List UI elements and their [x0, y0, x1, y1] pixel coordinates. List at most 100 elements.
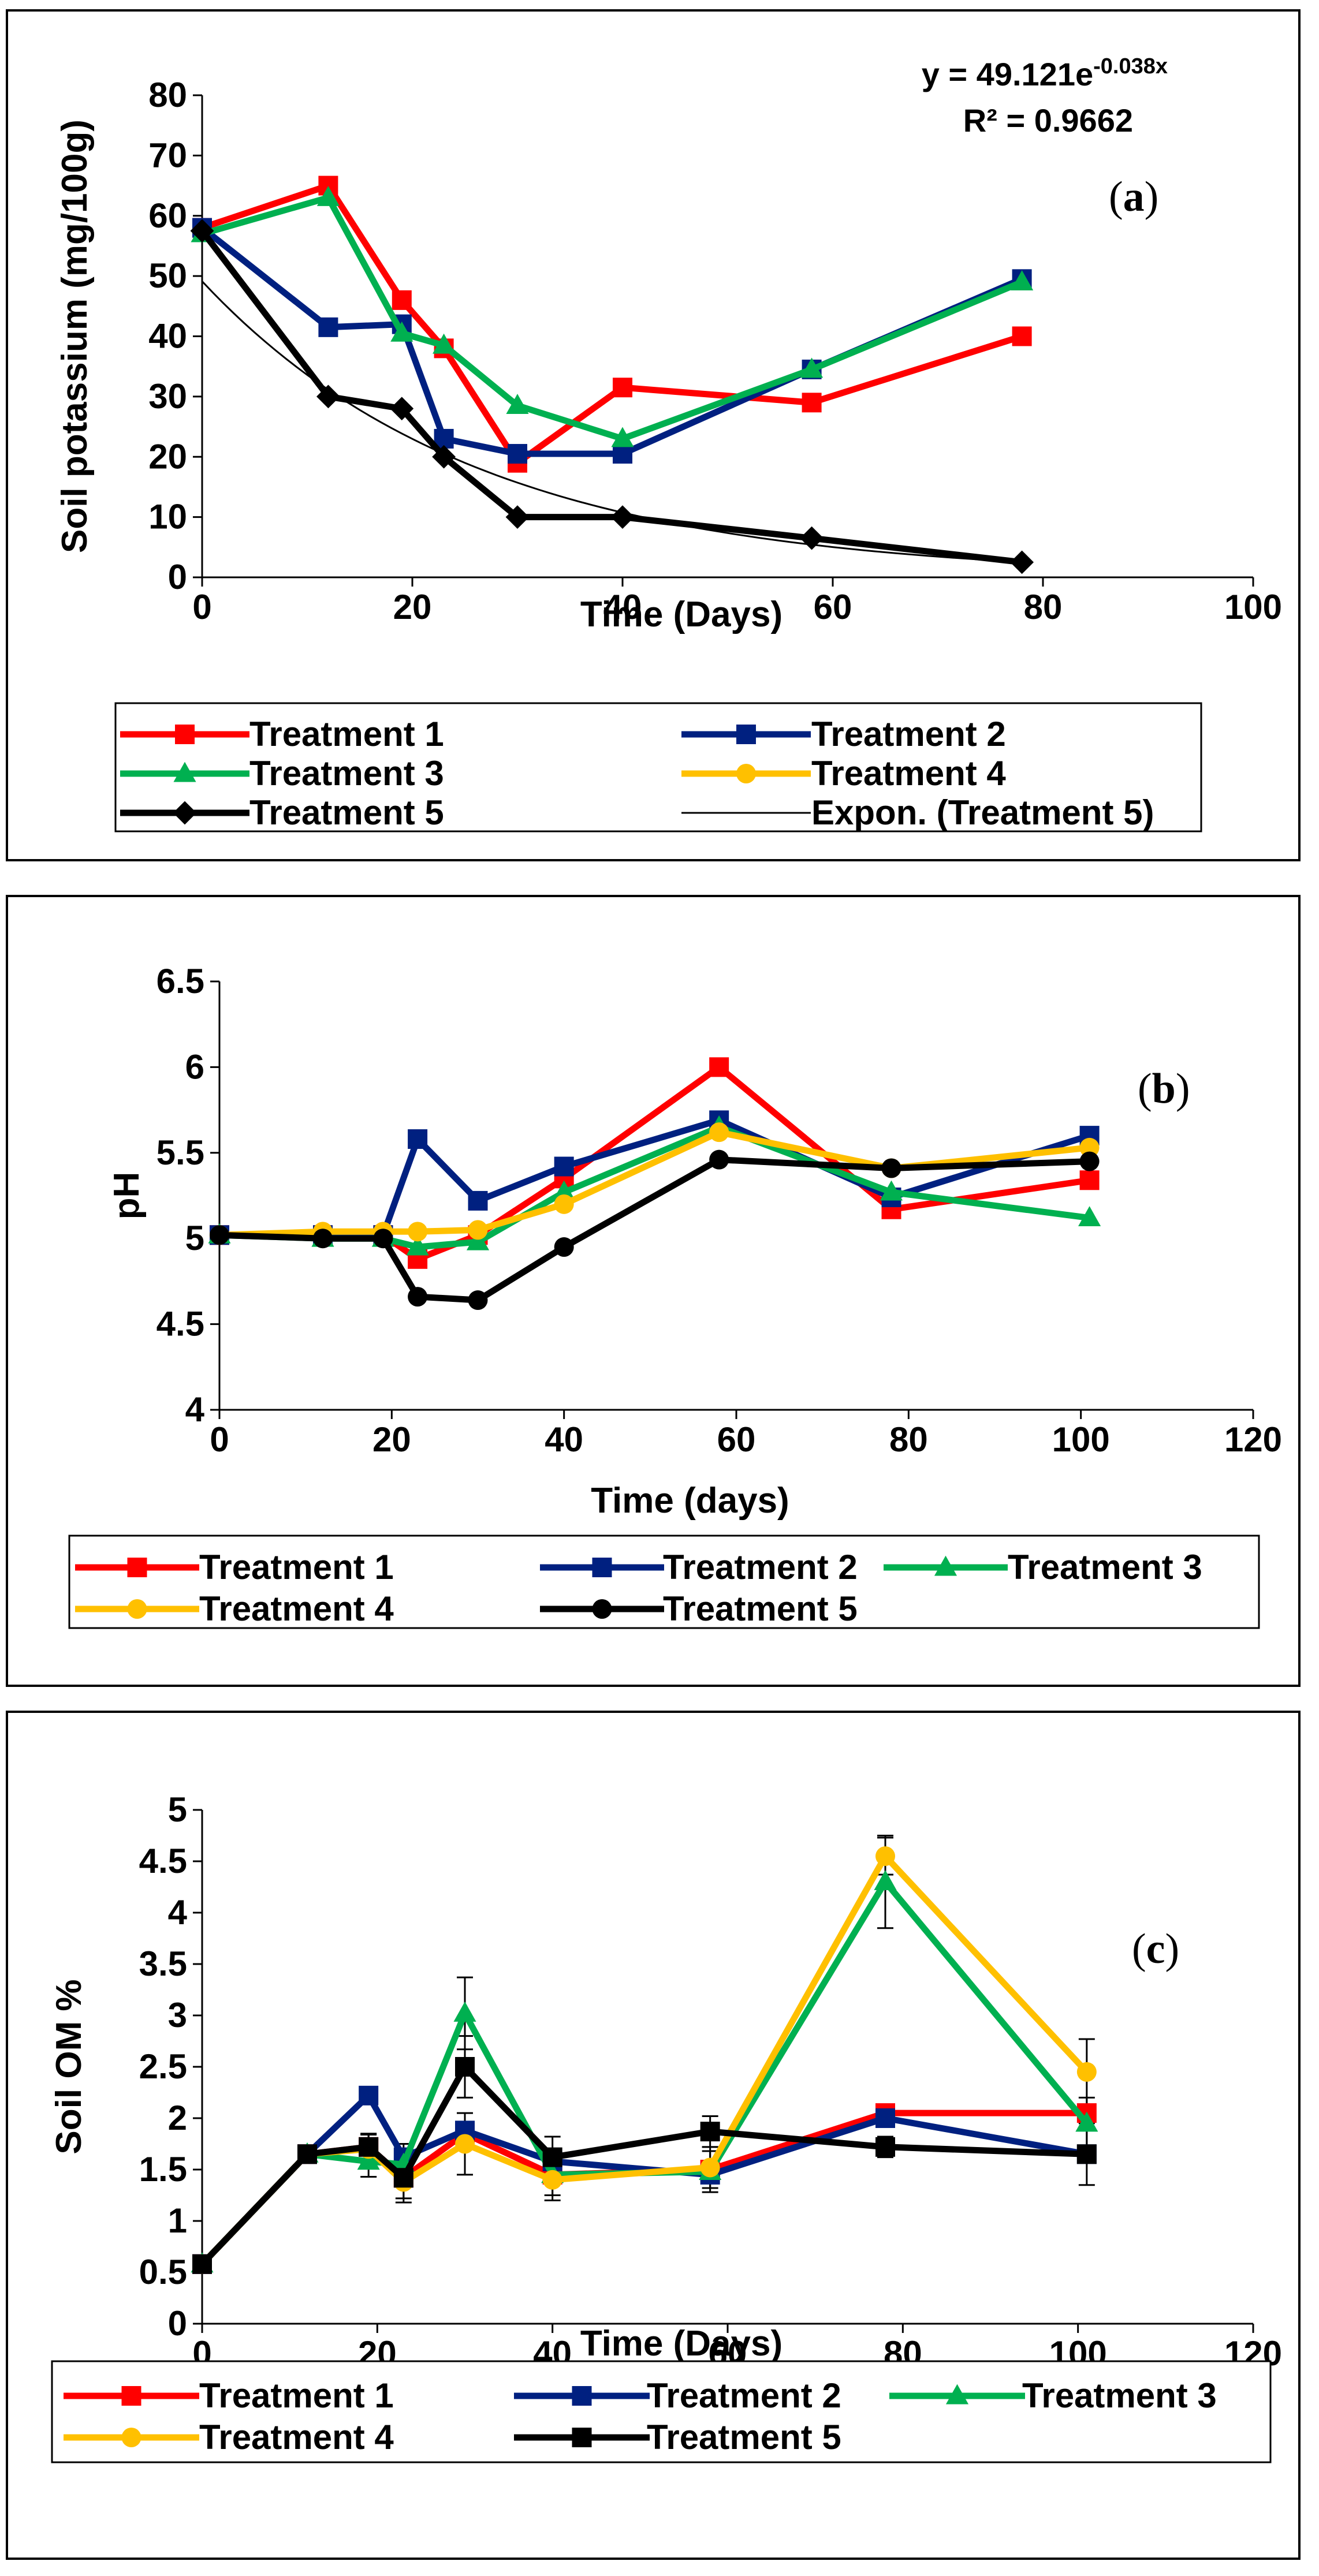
- legend-item: Treatment 3: [884, 1548, 1202, 1586]
- y-tick-label: 4.5: [139, 1842, 187, 1880]
- legend-label: Treatment 5: [663, 1589, 858, 1628]
- series-treatment-4: [192, 1846, 1097, 2274]
- y-tick-label: 2.5: [139, 2047, 187, 2086]
- legend-item: Treatment 5: [514, 2418, 841, 2456]
- data-point: [800, 357, 824, 378]
- series-line: [200, 2061, 1087, 2267]
- y-tick-label: 80: [148, 76, 187, 114]
- legend-item: Treatment 1: [64, 2376, 394, 2415]
- data-point: [190, 219, 214, 243]
- chart-frame: [6, 895, 1301, 1687]
- panel-letter: a: [1123, 173, 1145, 221]
- data-point: [506, 394, 529, 414]
- series-line: [219, 1117, 1091, 1238]
- data-point: [800, 526, 824, 550]
- data-point: [1012, 326, 1032, 346]
- legend-label: Treatment 4: [811, 754, 1006, 793]
- legend-item: Treatment 1: [120, 715, 444, 753]
- y-tick-label: 50: [148, 256, 187, 295]
- legend-item: Treatment 4: [75, 1589, 394, 1628]
- y-axis-label: Soil potassium (mg/100g): [55, 120, 95, 553]
- legend-label: Treatment 1: [199, 1548, 394, 1586]
- legend-item: Treatment 1: [75, 1548, 394, 1586]
- data-point: [554, 1194, 574, 1214]
- series-line: [200, 1876, 1090, 2267]
- panel-letter: b: [1152, 1065, 1176, 1112]
- legend-box: [114, 702, 1202, 832]
- data-point: [1011, 270, 1034, 291]
- legend-swatch-marker: [175, 725, 195, 744]
- panel-label: (c): [1132, 1925, 1179, 1973]
- legend-swatch-marker: [121, 2428, 141, 2447]
- chart-panel-b: 4 4.5 5 5.5 6 6.5 0 20 40 60 80 100 120 pH Time (days)…: [6, 895, 1301, 1687]
- legend-label: Treatment 5: [647, 2418, 841, 2456]
- trendline-equation: y = 49.121e-0.038x: [922, 54, 1168, 92]
- x-axis-label: Time (Days): [580, 2324, 783, 2364]
- data-point: [881, 1158, 901, 1178]
- data-point: [880, 1180, 903, 1201]
- series-treatment-5: [192, 2057, 1097, 2274]
- data-point: [297, 2144, 317, 2164]
- data-point: [554, 1156, 574, 1177]
- data-point: [875, 2137, 895, 2157]
- series-treatment-1: [192, 176, 1032, 473]
- legend-swatch-marker: [736, 764, 756, 783]
- legend-swatch-marker: [934, 1555, 957, 1576]
- series-treatment-3: [191, 1870, 1098, 2273]
- legend-label: Treatment 1: [199, 2376, 394, 2415]
- y-tick-label: 0: [168, 2304, 187, 2343]
- legend-label: Treatment 3: [1008, 1548, 1202, 1586]
- x-tick-label: 80: [1024, 588, 1063, 626]
- data-point: [1075, 2111, 1098, 2132]
- y-tick-label: 70: [148, 136, 187, 174]
- data-point: [709, 1122, 729, 1143]
- data-point: [700, 2122, 720, 2142]
- y-tick-label: 1.5: [139, 2150, 187, 2189]
- legend-item: Treatment 4: [64, 2418, 394, 2456]
- x-tick-label: 20: [372, 1420, 411, 1459]
- data-point: [432, 445, 456, 469]
- series-line: [201, 193, 1023, 442]
- x-tick-label: 0: [210, 1420, 229, 1459]
- y-tick-label: 60: [148, 196, 187, 235]
- y-tick-label: 30: [148, 377, 187, 416]
- legend-item: Treatment 3: [889, 2376, 1217, 2415]
- legend-swatch-marker: [572, 2428, 592, 2447]
- panel-letter: c: [1146, 1925, 1165, 1973]
- data-point: [466, 1230, 490, 1250]
- x-tick-label: 40: [545, 1420, 583, 1459]
- legend-swatch-marker: [121, 2386, 141, 2406]
- x-tick-label: 120: [1224, 1420, 1282, 1459]
- data-point: [359, 2085, 379, 2105]
- data-point: [318, 317, 338, 337]
- panel-label: (a): [1109, 173, 1158, 221]
- data-point: [192, 2254, 212, 2274]
- data-point: [357, 2149, 380, 2170]
- data-point: [455, 2057, 475, 2077]
- legend-label: Treatment 4: [199, 2418, 394, 2456]
- data-point: [505, 505, 530, 529]
- data-point: [1010, 550, 1034, 574]
- y-tick-label: 6: [185, 1047, 204, 1086]
- series-line: [200, 2110, 1087, 2267]
- chart-panel-a: 0 10 20 30 40 50 60 70 80 0 20 40 60 80 100 Soil potass…: [6, 9, 1301, 861]
- data-point: [700, 2157, 720, 2178]
- data-point: [373, 1229, 393, 1249]
- data-point: [408, 1222, 428, 1242]
- legend-item: Treatment 2: [681, 715, 1006, 753]
- y-tick-label: 0.5: [139, 2253, 187, 2291]
- data-point: [802, 393, 822, 413]
- x-tick-label: 60: [717, 1420, 756, 1459]
- data-point: [1079, 1137, 1100, 1158]
- legend-swatch-marker: [173, 761, 196, 782]
- series-treatment-5: [210, 1149, 1100, 1311]
- data-point: [875, 1846, 895, 1866]
- data-point: [542, 2170, 562, 2190]
- legend-swatch-marker: [945, 2384, 969, 2405]
- data-point: [210, 1225, 229, 1245]
- legend-box: [51, 2360, 1272, 2463]
- legend-box: [68, 1535, 1260, 1629]
- x-axis-label: Time (days): [591, 1481, 789, 1521]
- y-tick-label: 5.5: [157, 1133, 204, 1172]
